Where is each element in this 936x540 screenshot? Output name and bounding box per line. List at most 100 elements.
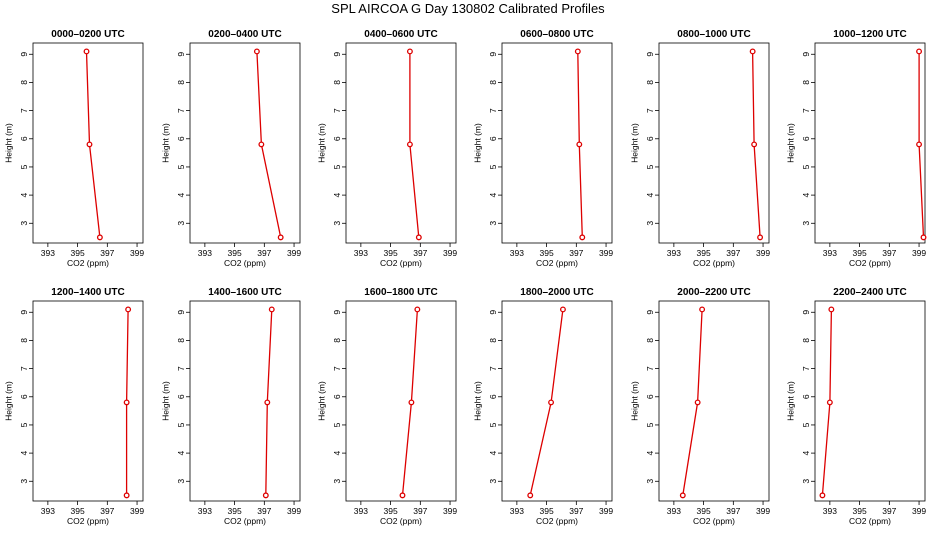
y-tick-label: 4 bbox=[19, 192, 29, 197]
y-axis-label: Height (m) bbox=[316, 381, 326, 421]
y-tick-label: 3 bbox=[19, 221, 29, 226]
x-axis-label: CO2 (ppm) bbox=[536, 258, 578, 268]
y-tick-label: 3 bbox=[176, 221, 186, 226]
y-tick-label: 4 bbox=[645, 450, 655, 455]
data-point bbox=[86, 141, 93, 148]
y-tick-label: 7 bbox=[332, 108, 342, 113]
x-tick-label: 399 bbox=[287, 506, 301, 516]
x-tick-label: 393 bbox=[198, 506, 212, 516]
x-tick-label: 395 bbox=[853, 248, 867, 258]
chart-title: SPL AIRCOA G Day 130802 Calibrated Profi… bbox=[331, 1, 605, 16]
x-tick-label: 397 bbox=[882, 506, 896, 516]
x-tick-label: 399 bbox=[912, 506, 926, 516]
y-tick-label: 4 bbox=[488, 450, 498, 455]
y-tick-label: 9 bbox=[645, 310, 655, 315]
y-tick-label: 3 bbox=[332, 479, 342, 484]
x-tick-label: 393 bbox=[823, 248, 837, 258]
y-tick-label: 3 bbox=[645, 479, 655, 484]
y-tick-label: 4 bbox=[176, 450, 186, 455]
y-axis-label: Height (m) bbox=[785, 381, 795, 421]
data-point bbox=[406, 48, 413, 55]
x-axis-label: CO2 (ppm) bbox=[849, 258, 891, 268]
y-tick-label: 3 bbox=[645, 221, 655, 226]
y-tick-label: 7 bbox=[488, 366, 498, 371]
data-point bbox=[694, 399, 701, 406]
x-tick-label: 399 bbox=[130, 248, 144, 258]
panel-frame bbox=[345, 300, 457, 502]
y-tick-label: 4 bbox=[645, 192, 655, 197]
y-tick-label: 5 bbox=[801, 422, 811, 427]
y-tick-label: 6 bbox=[19, 136, 29, 141]
x-tick-label: 395 bbox=[71, 248, 85, 258]
x-tick-label: 393 bbox=[510, 248, 524, 258]
x-axis-label: CO2 (ppm) bbox=[380, 516, 422, 526]
panel-frame bbox=[501, 42, 613, 244]
data-point bbox=[96, 234, 103, 241]
data-point bbox=[559, 306, 566, 313]
x-tick-label: 397 bbox=[100, 506, 114, 516]
x-tick-label: 397 bbox=[569, 248, 583, 258]
x-tick-label: 393 bbox=[198, 248, 212, 258]
y-tick-label: 9 bbox=[332, 310, 342, 315]
data-point bbox=[576, 141, 583, 148]
y-tick-label: 6 bbox=[332, 394, 342, 399]
panel-title: 2200–2400 UTC bbox=[833, 287, 906, 298]
x-tick-label: 395 bbox=[697, 506, 711, 516]
y-axis-label: Height (m) bbox=[629, 381, 639, 421]
y-tick-label: 8 bbox=[801, 338, 811, 343]
y-tick-label: 8 bbox=[332, 80, 342, 85]
x-tick-label: 395 bbox=[540, 506, 554, 516]
y-tick-label: 9 bbox=[19, 52, 29, 57]
data-point bbox=[83, 48, 90, 55]
y-tick-label: 8 bbox=[801, 80, 811, 85]
y-tick-label: 8 bbox=[332, 338, 342, 343]
panel-frame bbox=[814, 42, 926, 244]
y-tick-label: 6 bbox=[645, 136, 655, 141]
x-tick-label: 397 bbox=[569, 506, 583, 516]
x-tick-label: 397 bbox=[726, 506, 740, 516]
x-tick-label: 393 bbox=[510, 506, 524, 516]
data-point bbox=[123, 492, 130, 499]
y-tick-label: 3 bbox=[488, 221, 498, 226]
data-point bbox=[828, 306, 835, 313]
y-tick-label: 5 bbox=[19, 164, 29, 169]
panel-frame bbox=[814, 300, 926, 502]
panel-title: 1600–1800 UTC bbox=[364, 287, 437, 298]
y-tick-label: 9 bbox=[488, 52, 498, 57]
x-tick-label: 399 bbox=[443, 248, 457, 258]
x-tick-label: 393 bbox=[41, 506, 55, 516]
y-tick-label: 8 bbox=[645, 338, 655, 343]
y-axis-label: Height (m) bbox=[629, 123, 639, 163]
x-tick-label: 397 bbox=[413, 506, 427, 516]
data-point bbox=[749, 48, 756, 55]
y-axis-label: Height (m) bbox=[160, 123, 170, 163]
panel-frame bbox=[32, 300, 144, 502]
x-tick-label: 399 bbox=[912, 248, 926, 258]
y-tick-label: 7 bbox=[19, 108, 29, 113]
data-point bbox=[916, 48, 923, 55]
data-point bbox=[415, 234, 422, 241]
x-tick-label: 397 bbox=[100, 248, 114, 258]
x-tick-label: 399 bbox=[756, 506, 770, 516]
data-point bbox=[253, 48, 260, 55]
x-tick-label: 393 bbox=[823, 506, 837, 516]
y-axis-label: Height (m) bbox=[785, 123, 795, 163]
y-tick-label: 3 bbox=[176, 479, 186, 484]
y-tick-label: 6 bbox=[332, 136, 342, 141]
x-tick-label: 393 bbox=[667, 506, 681, 516]
y-tick-label: 5 bbox=[645, 422, 655, 427]
data-point bbox=[548, 399, 555, 406]
y-tick-label: 8 bbox=[176, 80, 186, 85]
y-axis-label: Height (m) bbox=[3, 381, 13, 421]
y-tick-label: 7 bbox=[488, 108, 498, 113]
y-tick-label: 5 bbox=[801, 164, 811, 169]
data-point bbox=[262, 492, 269, 499]
x-tick-label: 395 bbox=[228, 248, 242, 258]
y-tick-label: 3 bbox=[801, 479, 811, 484]
y-tick-label: 7 bbox=[801, 366, 811, 371]
y-tick-label: 6 bbox=[801, 136, 811, 141]
y-tick-label: 6 bbox=[176, 394, 186, 399]
y-tick-label: 4 bbox=[488, 192, 498, 197]
panel-title: 0000–0200 UTC bbox=[51, 29, 124, 40]
